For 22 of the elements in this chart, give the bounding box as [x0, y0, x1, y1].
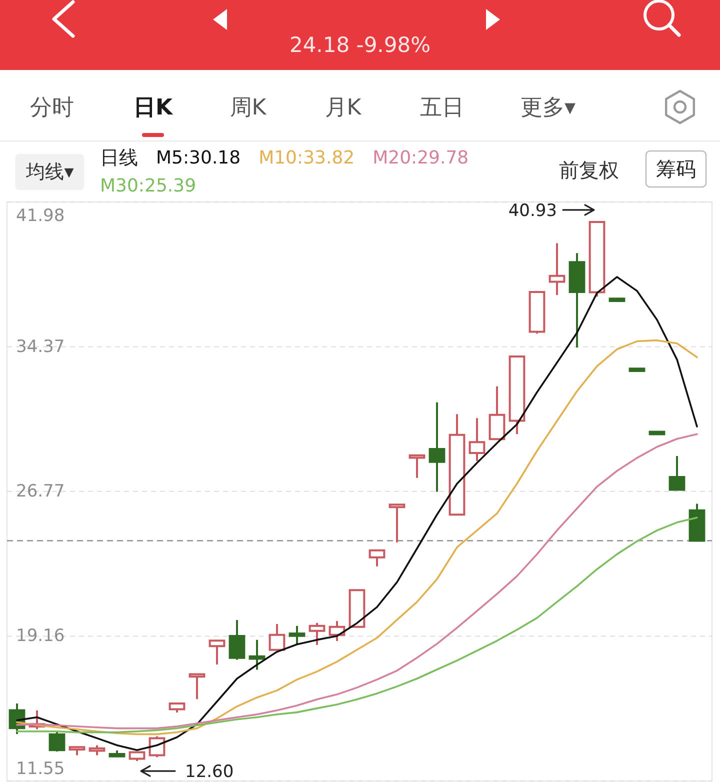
- y-tick-label: 26.77: [16, 481, 65, 502]
- text: 分时: [30, 96, 74, 120]
- chart-subtitle: 24.18 -9.98%: [289, 33, 431, 57]
- y-tick-label: 34.37: [16, 336, 65, 357]
- y-tick-label: 19.16: [16, 626, 65, 646]
- text: 日K: [133, 96, 174, 120]
- y-tick-label: 41.98: [16, 206, 65, 226]
- text: M5:30.18: [156, 148, 241, 168]
- text: M20:29.78: [372, 148, 469, 168]
- annotation: 40.93: [508, 200, 557, 221]
- text: M10:33.82: [258, 148, 355, 168]
- text: 更多▾: [520, 96, 576, 120]
- y-tick-label: 11.55: [16, 759, 65, 779]
- text: 前复权: [559, 158, 619, 182]
- text: 筹码: [656, 157, 696, 181]
- text: 周K: [230, 96, 267, 120]
- text: 五日: [420, 96, 464, 120]
- text: 月K: [324, 96, 362, 120]
- text: M30:25.39: [100, 176, 196, 196]
- legend-title: 日线: [100, 147, 138, 169]
- annotation: 12.60: [185, 762, 234, 782]
- text: 均线▾: [25, 161, 74, 183]
